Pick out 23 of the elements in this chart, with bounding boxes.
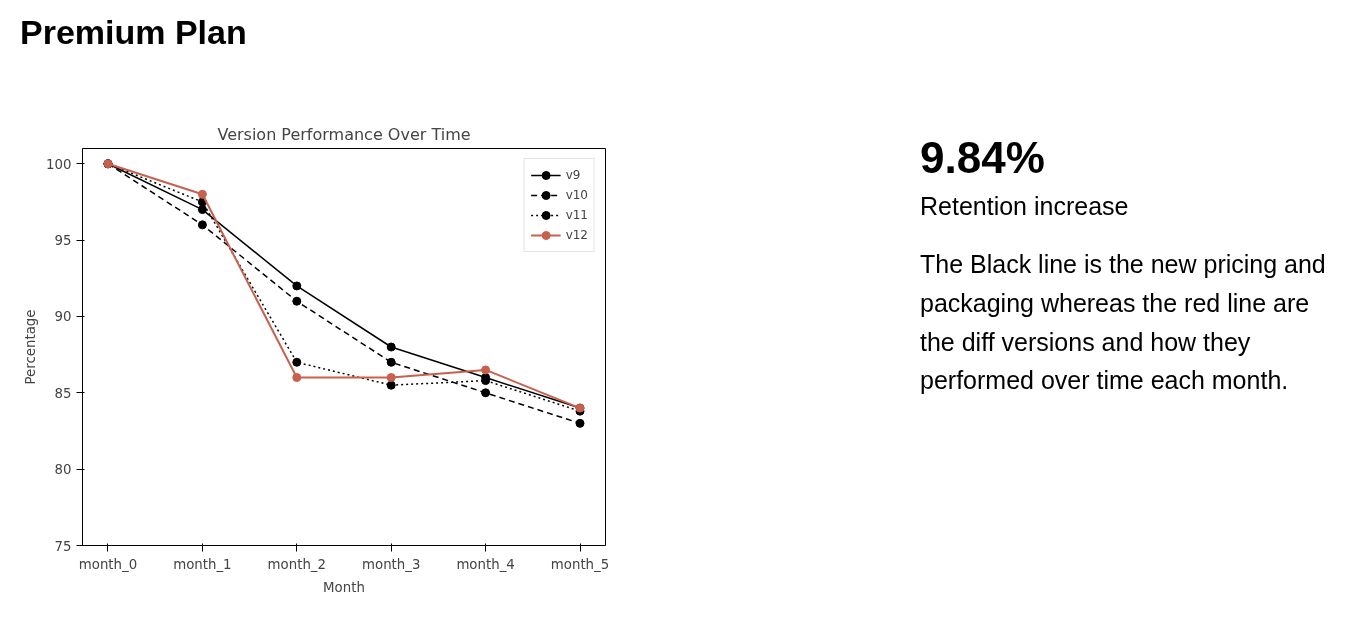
y-tick-label: 75 [54,538,72,554]
text: Premium Plan [20,12,247,53]
legend-label: v11 [565,207,588,222]
y-tick-label: 80 [54,461,72,477]
y-tick-label: 95 [54,232,72,248]
y-tick-label: 90 [54,309,72,325]
chart-title: Version Performance Over Time [217,124,471,144]
x-tick-label: month_4 [456,556,515,572]
x-tick-label: month_5 [550,556,610,572]
y-tick-label: 100 [46,156,72,172]
x-tick-label: month_2 [267,556,326,572]
legend-label: v9 [565,167,582,182]
x-tick-label: month_1 [173,556,232,572]
y-axis-title: Percentage [23,309,39,385]
text: The Black line is the new pricing and packaging whereas the red line are the diff versions and how they performed over time each month. [920,249,1327,397]
legend-label: v10 [565,187,588,202]
x-tick-label: month_3 [362,556,421,572]
text: Retention increase [920,191,1129,223]
x-tick-label: month_0 [78,556,138,572]
x-axis-title: Month [323,579,365,595]
text: 9.84% [920,131,1045,184]
legend-label: v12 [565,227,588,242]
y-tick-label: 85 [54,385,72,401]
